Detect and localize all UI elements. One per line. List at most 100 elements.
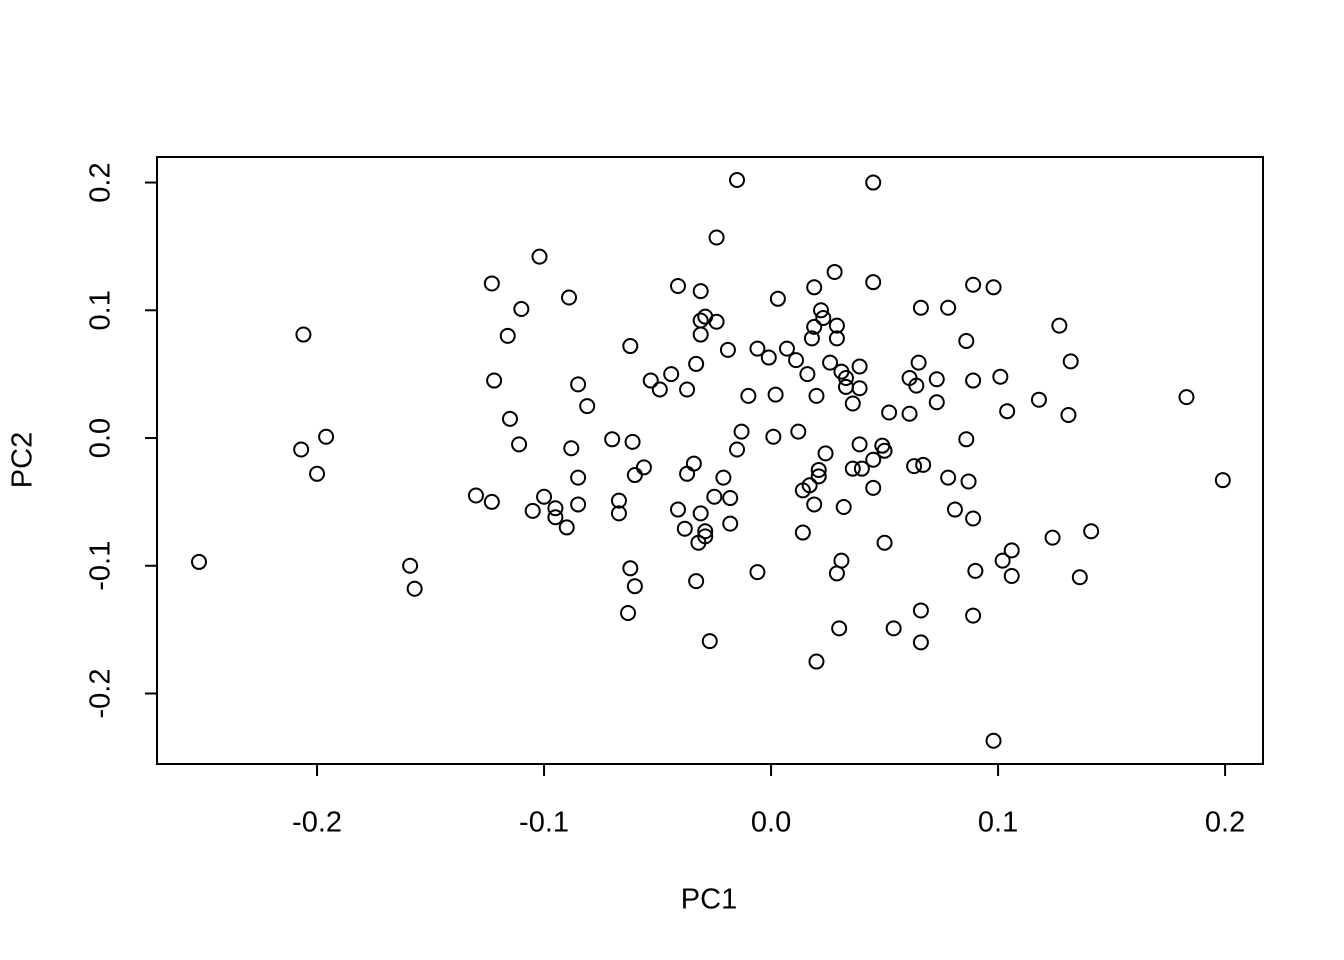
point (651, 381, 668, 398)
point (851, 358, 868, 375)
point (706, 488, 723, 505)
point (483, 275, 500, 292)
point (908, 377, 925, 394)
point (1071, 569, 1088, 586)
point (295, 326, 312, 343)
point (697, 528, 714, 545)
point (767, 386, 784, 403)
point (1030, 391, 1047, 408)
x-tick-label: 0.0 (751, 807, 791, 839)
point (402, 557, 419, 574)
point (965, 607, 982, 624)
point (958, 332, 975, 349)
point (733, 423, 750, 440)
point (806, 318, 823, 335)
y-axis-title: PC2 (7, 432, 39, 488)
point (928, 394, 945, 411)
point (406, 580, 423, 597)
point (620, 605, 637, 622)
point (318, 428, 335, 445)
point (669, 501, 686, 518)
point (570, 496, 587, 513)
point (563, 440, 580, 457)
point (940, 469, 957, 486)
point (547, 500, 564, 517)
point (760, 349, 777, 366)
point (547, 509, 564, 526)
point (740, 387, 757, 404)
y-tick-label: -0.2 (85, 668, 117, 718)
point (901, 405, 918, 422)
point (293, 441, 310, 458)
point (1051, 317, 1068, 334)
point (722, 515, 739, 532)
y-tick-label: -0.1 (85, 541, 117, 591)
point (912, 602, 929, 619)
point (912, 634, 929, 651)
point (906, 458, 923, 475)
point (635, 459, 652, 476)
point (837, 369, 854, 386)
x-tick-label: -0.1 (519, 807, 569, 839)
point (876, 534, 893, 551)
point (579, 398, 596, 415)
point (708, 229, 725, 246)
point (715, 469, 732, 486)
point (1083, 523, 1100, 540)
point (722, 490, 739, 507)
point (778, 340, 795, 357)
point (794, 524, 811, 541)
point (910, 354, 927, 371)
point (676, 520, 693, 537)
point (865, 274, 882, 291)
point (835, 498, 852, 515)
point (803, 330, 820, 347)
point (844, 395, 861, 412)
point (622, 560, 639, 577)
point (561, 289, 578, 306)
point (604, 431, 621, 448)
point (815, 309, 832, 326)
point (1060, 407, 1077, 424)
point (837, 378, 854, 395)
point (912, 299, 929, 316)
point (1003, 567, 1020, 584)
point (885, 620, 902, 637)
point (642, 372, 659, 389)
point (946, 501, 963, 518)
point (483, 493, 500, 510)
point (788, 352, 805, 369)
point (719, 341, 736, 358)
point (679, 381, 696, 398)
x-tick-label: 0.1 (978, 807, 1018, 839)
point (940, 299, 957, 316)
point (822, 354, 839, 371)
y-tick-label: 0.2 (85, 162, 117, 202)
point (851, 436, 868, 453)
point (610, 492, 627, 509)
point (826, 263, 843, 280)
point (749, 340, 766, 357)
y-tick-label: 0.1 (85, 290, 117, 330)
point (1062, 353, 1079, 370)
point (624, 433, 641, 450)
point (994, 552, 1011, 569)
point (813, 302, 830, 319)
point (669, 278, 686, 295)
point (688, 573, 705, 590)
point (965, 372, 982, 389)
point (1178, 389, 1195, 406)
point (999, 403, 1016, 420)
point (808, 387, 825, 404)
point (833, 552, 850, 569)
point (467, 487, 484, 504)
point (915, 456, 932, 473)
point (985, 279, 1002, 296)
point (1214, 472, 1231, 489)
point (851, 380, 868, 397)
point (765, 428, 782, 445)
point (692, 283, 709, 300)
point (610, 505, 627, 522)
x-tick-label: 0.2 (1205, 807, 1245, 839)
